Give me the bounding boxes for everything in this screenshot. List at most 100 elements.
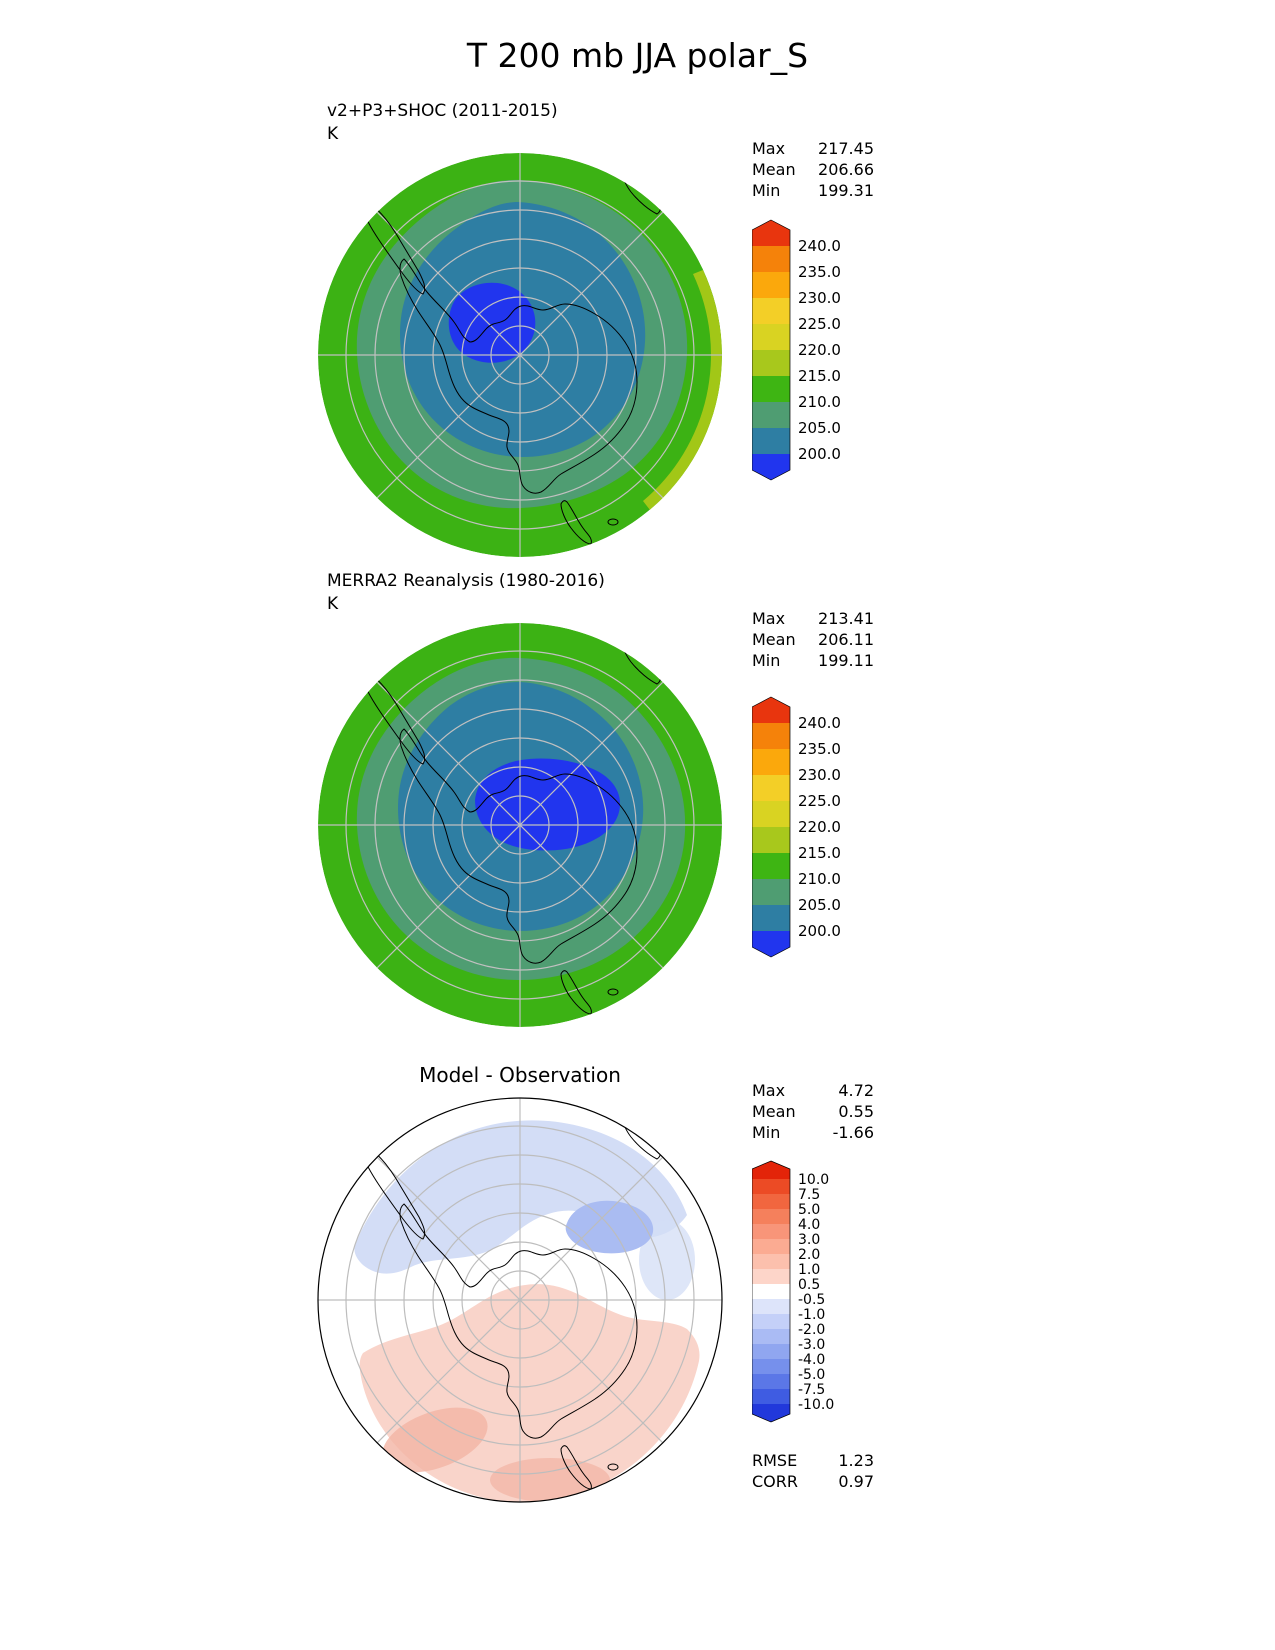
- colorbar-outline: [752, 219, 791, 481]
- colorbar-segment: [752, 1239, 790, 1254]
- stat-value: 199.31: [818, 181, 874, 200]
- colorbar-tick-label: -2.0: [798, 1322, 825, 1338]
- stat-value: -1.66: [832, 1123, 874, 1142]
- colorbar-tick-label: 235.0: [798, 263, 841, 281]
- panel3-stats: Max 4.72 Mean 0.55 Min -1.66: [752, 1080, 874, 1143]
- figure-title: T 200 mb JJA polar_S: [466, 36, 809, 75]
- colorbar-tick-label: 215.0: [798, 844, 841, 862]
- colorbar-segment: [752, 428, 790, 454]
- region-cold-bias-right: [639, 1220, 695, 1300]
- region-below-200K: [448, 282, 536, 363]
- stat-value: 4.72: [838, 1081, 874, 1100]
- panel3-colorbar: 10.0 7.5 5.0 4.0 3.0 2.0 1.0 0.5 -0.5 -1…: [752, 1160, 834, 1423]
- colorbar-tick-label: 205.0: [798, 896, 841, 914]
- panel3-rmse: RMSE 1.23: [752, 1450, 874, 1471]
- colorbar-segment: [752, 350, 790, 376]
- colorbar-segment: [752, 827, 790, 853]
- stat-label: Min: [752, 651, 781, 670]
- colorbar-tick-label: -0.5: [798, 1292, 825, 1308]
- stat-value: 199.11: [818, 651, 874, 670]
- stat-value: 217.45: [818, 139, 874, 158]
- graticule: [318, 623, 722, 1027]
- new-zealand-coastline: [560, 970, 592, 1015]
- colorbar-tick-label: -7.5: [798, 1382, 825, 1398]
- colorbar-segment: [752, 1374, 790, 1389]
- colorbar-segment: [752, 879, 790, 905]
- antarctica-coastline: [399, 1203, 638, 1439]
- colorbar-tick-label: 1.0: [798, 1262, 820, 1278]
- colorbar-tick-label: 215.0: [798, 367, 841, 385]
- colorbar-tick-label: 10.0: [798, 1172, 829, 1188]
- colorbar-segment: [752, 775, 790, 801]
- stat-label: Min: [752, 1123, 781, 1142]
- stat-label: RMSE: [752, 1451, 798, 1470]
- colorbar-tick-label: 205.0: [798, 419, 841, 437]
- colorbar-segment: [752, 801, 790, 827]
- panel2-stat-min: Min 199.11: [752, 650, 874, 671]
- panel1-units: K: [327, 124, 339, 144]
- panel3-stat-min: Min -1.66: [752, 1122, 874, 1143]
- colorbar-tick-label: 230.0: [798, 766, 841, 784]
- panel2-colorbar: 240.0 235.0 230.0 225.0 220.0 215.0 210.…: [752, 696, 841, 958]
- panel3-skill-scores: RMSE 1.23 CORR 0.97: [752, 1450, 874, 1492]
- panel2-label: MERRA2 Reanalysis (1980-2016): [327, 571, 605, 591]
- colorbar-segment: [752, 1209, 790, 1224]
- stat-label: Max: [752, 139, 786, 158]
- colorbar-tick-label: -10.0: [798, 1397, 834, 1413]
- panel1-stat-min: Min 199.31: [752, 180, 874, 201]
- colorbar-tick-label: 225.0: [798, 792, 841, 810]
- panel1-map: [318, 153, 722, 557]
- colorbar-outline: [752, 696, 791, 958]
- colorbar-tick-label: 235.0: [798, 740, 841, 758]
- region-215-220K: [643, 270, 722, 510]
- stat-value: 0.55: [838, 1102, 874, 1121]
- colorbar-arrow-high: [752, 220, 790, 246]
- colorbar-arrow-high: [752, 697, 790, 723]
- colorbar-tick-label: 3.0: [798, 1232, 820, 1248]
- colorbar-tick-label: 200.0: [798, 922, 841, 940]
- colorbar-tick-label: 240.0: [798, 237, 841, 255]
- colorbar-tick-label: 7.5: [798, 1187, 820, 1203]
- panel1-stat-max: Max 217.45: [752, 138, 874, 159]
- stat-label: Max: [752, 1081, 786, 1100]
- stat-label: Mean: [752, 160, 796, 179]
- panel3-map: [317, 1097, 723, 1503]
- region-below-200K: [475, 758, 621, 851]
- colorbar-segment: [752, 1194, 790, 1209]
- panel2-stat-max: Max 213.41: [752, 608, 874, 629]
- stat-label: CORR: [752, 1472, 798, 1491]
- tasmania-coastline: [607, 518, 619, 526]
- colorbar-segment: [752, 1224, 790, 1239]
- colorbar-tick-label: -5.0: [798, 1367, 825, 1383]
- antarctica-coastline: [399, 258, 638, 494]
- colorbar-segment: [752, 376, 790, 402]
- stat-label: Mean: [752, 1102, 796, 1121]
- region-warm-bias-strong-left: [382, 1407, 488, 1473]
- colorbar-segment: [752, 324, 790, 350]
- new-zealand-coastline: [560, 500, 592, 545]
- colorbar-segment: [752, 402, 790, 428]
- colorbar-arrow-low: [752, 1404, 790, 1422]
- colorbar-segment: [752, 749, 790, 775]
- colorbar-tick-label: 0.5: [798, 1277, 820, 1293]
- stat-value: 206.66: [818, 160, 874, 179]
- stat-label: Min: [752, 181, 781, 200]
- panel3-corr: CORR 0.97: [752, 1471, 874, 1492]
- colorbar-tick-label: 210.0: [798, 393, 841, 411]
- colorbar-tick-label: 200.0: [798, 445, 841, 463]
- region-cold-bias-light: [354, 1120, 687, 1274]
- colorbar-tick-label: -3.0: [798, 1337, 825, 1353]
- colorbar-tick-label: 5.0: [798, 1202, 820, 1218]
- panel2-units: K: [327, 594, 339, 614]
- colorbar-tick-label: 210.0: [798, 870, 841, 888]
- new-zealand-coastline: [560, 1445, 592, 1490]
- panel2-map: [318, 623, 722, 1027]
- colorbar-segment: [752, 1389, 790, 1404]
- stat-value: 213.41: [818, 609, 874, 628]
- map-boundary: [317, 1097, 723, 1503]
- colorbar-arrow-high: [752, 1161, 790, 1179]
- colorbar-segment: [752, 1254, 790, 1269]
- colorbar-segment: [752, 246, 790, 272]
- panel3-stat-mean: Mean 0.55: [752, 1101, 874, 1122]
